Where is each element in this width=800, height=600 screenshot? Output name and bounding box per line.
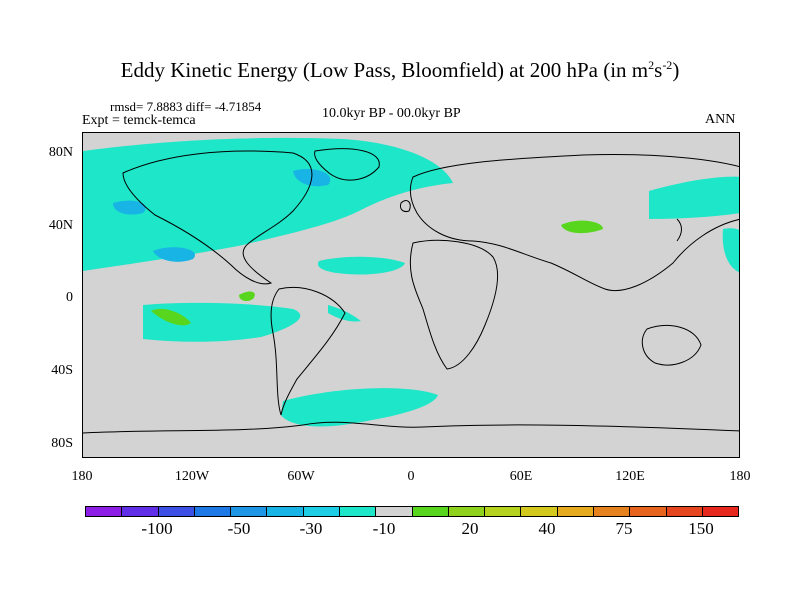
lat-tick-label: 80N	[48, 145, 73, 160]
colorbar-label: 40	[538, 519, 556, 538]
colorbar-segment	[86, 507, 123, 516]
period-label: 10.0kyr BP - 00.0kyr BP	[322, 106, 461, 121]
anomaly-north-pacific-atlantic	[83, 213, 233, 249]
anomaly-north-pacific-east	[649, 176, 739, 219]
colorbar-segment	[448, 507, 486, 516]
colorbar-segment	[702, 507, 739, 516]
map-panel	[82, 132, 740, 458]
colorbar-label: -30	[299, 519, 323, 538]
anomaly-amazon	[239, 291, 255, 302]
colorbar-label: -10	[372, 519, 396, 538]
stats-label: rmsd= 7.8883 diff= -4.71854	[110, 99, 262, 114]
lon-tick-label: 180	[71, 469, 93, 484]
negative-anomaly-regions	[83, 137, 739, 427]
lon-tick-label: 60W	[287, 469, 315, 484]
anomaly-atlantic-subtropical	[317, 256, 405, 275]
colorbar-label: 20	[461, 519, 479, 538]
colorbar-segment	[557, 507, 594, 516]
season-label: ANN	[705, 112, 736, 127]
patch-1	[153, 247, 195, 262]
colorbar-segment	[485, 507, 522, 516]
lon-tick-label: 180	[729, 469, 751, 484]
colorbar-segment	[666, 507, 703, 516]
colorbar-label: 75	[615, 519, 633, 538]
colorbar-segment	[122, 507, 159, 516]
experiment-label: Expt = temck-temca	[82, 113, 196, 128]
south-america-coast	[270, 287, 346, 416]
colorbar-segment	[339, 507, 377, 516]
chart-title: Eddy Kinetic Energy (Low Pass, Bloomfiel…	[120, 58, 680, 82]
colorbar-segment	[194, 507, 232, 516]
world-map	[83, 133, 739, 457]
japan-coast	[676, 218, 682, 242]
patch-2	[113, 200, 146, 215]
colorbar-segment	[231, 507, 268, 516]
colorbar-segment	[376, 507, 413, 516]
australia-coast	[641, 325, 702, 366]
positive-anomaly-regions	[151, 220, 603, 326]
africa-coast	[409, 239, 499, 370]
colorbar-label: -100	[141, 519, 173, 538]
colorbar-segment	[267, 507, 304, 516]
colorbar	[85, 506, 739, 517]
lon-tick-label: 60E	[509, 469, 533, 484]
lat-tick-label: 0	[66, 290, 73, 305]
anomaly-tropical-pacific	[143, 302, 301, 342]
colorbar-segment	[303, 507, 340, 516]
colorbar-segment	[521, 507, 558, 516]
colorbar-label: 150	[688, 519, 714, 538]
anomaly-west-pacific	[722, 228, 739, 273]
north-america-coast	[122, 150, 313, 285]
colorbar-segment	[158, 507, 195, 516]
greenland-coast	[314, 148, 380, 181]
lon-tick-label: 120W	[174, 469, 210, 484]
anomaly-south-pacific	[281, 388, 438, 427]
colorbar-label: -50	[227, 519, 251, 538]
lat-tick-label: 40S	[51, 363, 73, 378]
lon-tick-label: 0	[407, 469, 415, 484]
lat-tick-label: 80S	[51, 436, 73, 451]
colorbar-segment	[630, 507, 667, 516]
anomaly-north-atlantic-band	[83, 137, 453, 271]
lat-tick-label: 40N	[48, 218, 73, 233]
antarctica-coast	[83, 421, 739, 434]
colorbar-segment	[412, 507, 449, 516]
anomaly-east-pacific	[151, 308, 191, 326]
uk-coast	[400, 200, 411, 212]
colorbar-segment	[593, 507, 631, 516]
coastlines	[83, 148, 739, 434]
eurasia-coast	[409, 154, 739, 291]
anomaly-tibet	[561, 220, 603, 234]
lon-tick-label: 120E	[615, 469, 645, 484]
